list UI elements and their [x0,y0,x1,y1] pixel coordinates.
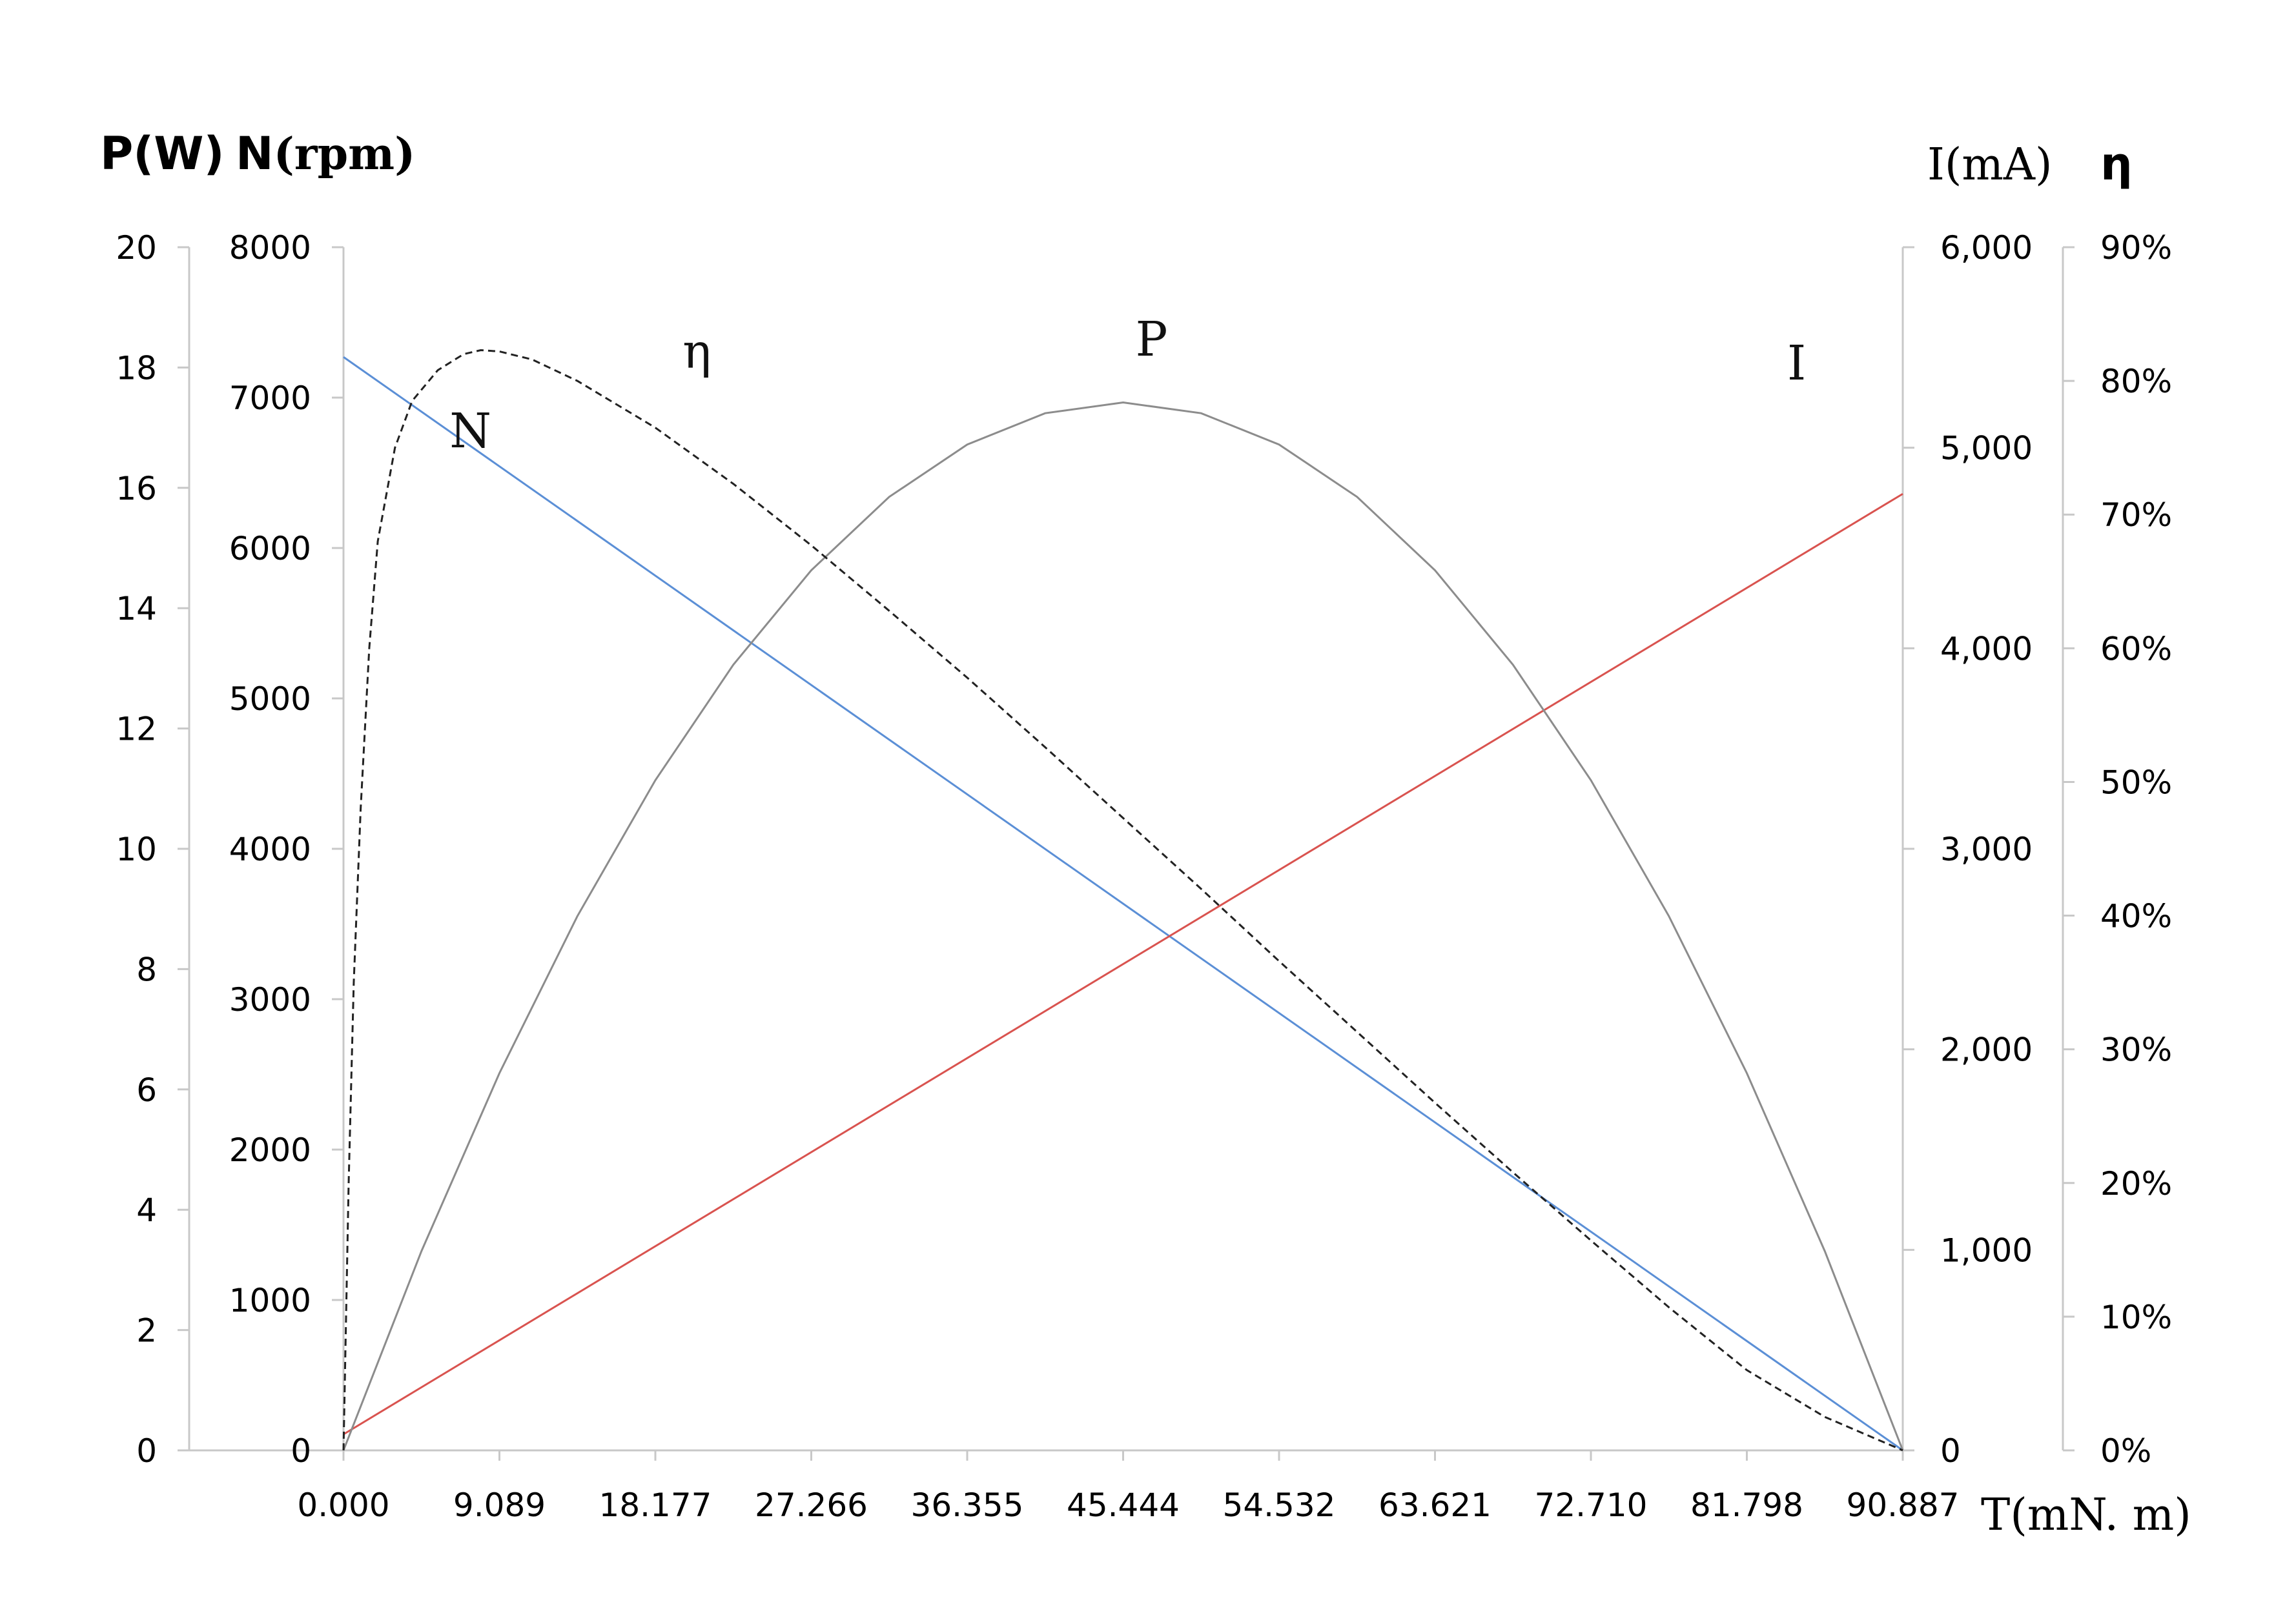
series-line [342,349,1903,1452]
x-axis-title-units: (mN. m) [2010,1490,2191,1541]
speed-axis-title-units: (rpm) [274,128,416,180]
efficiency-tick-label: 50% [2100,764,2172,801]
curves-layer [342,349,1904,1452]
power-tick-label: 14 [116,590,157,627]
x-tick-label: 18.177 [599,1487,712,1524]
current-tick-label: 1,000 [1940,1232,2033,1269]
x-tick-label: 54.532 [1223,1487,1336,1524]
speed-tick-label: 0 [291,1432,311,1470]
speed-axis-title-prefix: N [236,127,274,180]
efficiency-tick-label: 70% [2100,496,2172,534]
x-tick-label: 81.798 [1690,1487,1803,1524]
x-tick-label: 27.266 [755,1487,868,1524]
x-tick-label: 0.000 [297,1487,389,1524]
efficiency-tick-label: 30% [2100,1031,2172,1069]
curve-label: η [682,323,711,379]
power-tick-label: 2 [136,1312,157,1350]
current-tick-label: 6,000 [1940,229,2033,267]
x-tick-label: 90.887 [1847,1487,1960,1524]
x-tick-label: 63.621 [1378,1487,1491,1524]
power-tick-label: 6 [136,1071,157,1109]
speed-axis-title: N(rpm) [236,127,415,180]
speed-tick-label: 7000 [229,380,311,417]
speed-tick-label: 5000 [229,680,311,718]
curve-label: N [449,403,491,459]
current-tick-label: 4,000 [1940,630,2033,667]
series-line [342,401,1904,1451]
power-tick-label: 10 [116,831,157,868]
power-axis-title: P(W) [100,127,225,180]
speed-tick-label: 4000 [229,831,311,868]
curve-label: P [1136,312,1168,367]
speed-tick-label: 6000 [229,530,311,567]
efficiency-tick-label: 10% [2100,1299,2172,1336]
x-tick-label: 45.444 [1067,1487,1180,1524]
efficiency-tick-label: 20% [2100,1165,2172,1203]
curve-label: I [1787,336,1806,391]
axes-layer: 0.000 9.089 18.177 27.266 36.355 45.444 54.532… [116,229,2172,1524]
speed-tick-label: 8000 [229,229,311,267]
current-tick-label: 2,000 [1940,1031,2033,1069]
speed-tick-label: 2000 [229,1132,311,1169]
power-tick-label: 4 [136,1192,157,1229]
curve-labels-layer: η P I N [449,312,1806,459]
current-tick-label: 5,000 [1940,430,2033,467]
efficiency-tick-label: 0% [2100,1432,2151,1470]
efficiency-tick-label: 40% [2100,898,2172,935]
speed-tick-label: 3000 [229,981,311,1019]
speed-tick-label: 1000 [229,1282,311,1319]
series-line [343,492,1903,1436]
x-axis-title: T(mN. m) [1981,1490,2191,1541]
power-tick-label: 18 [116,349,157,387]
efficiency-tick-label: 60% [2100,630,2172,667]
power-tick-label: 0 [136,1432,157,1470]
current-axis-title: I(mA) [1927,139,2053,190]
efficiency-tick-label: 80% [2100,363,2172,400]
current-axis-title-prefix: I [1927,139,1945,190]
x-tick-label: 9.089 [453,1487,546,1524]
current-axis-title-units: (mA) [1945,139,2053,190]
x-tick-label: 36.355 [911,1487,1024,1524]
x-axis-title-prefix: T [1981,1490,2010,1541]
efficiency-tick-label: 90% [2100,229,2172,267]
current-tick-label: 3,000 [1940,831,2033,868]
series-line [343,356,1903,1452]
power-tick-label: 8 [136,951,157,988]
current-tick-label: 0 [1940,1432,1961,1470]
power-tick-label: 20 [116,229,157,267]
x-tick-label: 72.710 [1535,1487,1648,1524]
power-tick-label: 12 [116,711,157,748]
efficiency-axis-title: η [2100,137,2133,190]
power-tick-label: 16 [116,470,157,507]
